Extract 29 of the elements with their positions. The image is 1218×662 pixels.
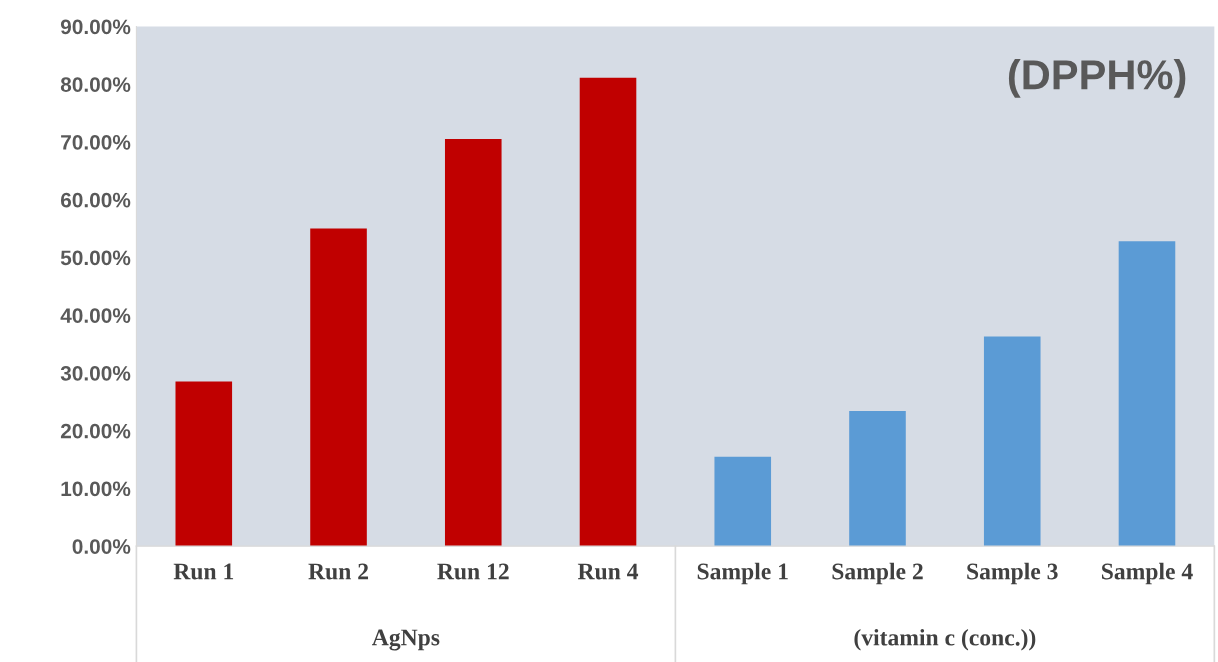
- text: AgNps: [372, 629, 440, 651]
- annotation: (DPPH%): [1008, 59, 1186, 98]
- x-tick-label: Sample 3: [967, 562, 1058, 585]
- y-tick-label: 60.00%: [60, 192, 131, 208]
- y-tick-label: 90.00%: [60, 19, 131, 35]
- x-tick-label: Sample 1: [697, 562, 788, 585]
- bar: [444, 139, 502, 547]
- x-tick-label: Sample 4: [1101, 562, 1193, 585]
- x-tick-label: Sample 2: [832, 562, 923, 585]
- bar: [579, 77, 637, 547]
- bar: [714, 456, 772, 547]
- x-tick-label: Run 1: [173, 563, 234, 580]
- bar: [310, 228, 367, 547]
- bar: [983, 336, 1041, 547]
- x-tick-label: Run 4: [577, 563, 639, 580]
- text: (vitamin c (conc.)): [854, 628, 1036, 651]
- bar: [849, 411, 906, 547]
- y-tick-label: 30.00%: [60, 365, 131, 381]
- y-tick-label: 40.00%: [60, 308, 131, 323]
- y-tick-label: 20.00%: [60, 423, 131, 439]
- y-tick-label: 70.00%: [61, 134, 131, 150]
- x-tick-label: Run 2: [308, 563, 369, 580]
- y-tick-label: 50.00%: [60, 250, 131, 266]
- y-tick-label: 10.00%: [61, 481, 131, 497]
- y-tick-label: 0.00%: [72, 539, 131, 554]
- bar: [175, 381, 233, 547]
- bar: [1118, 241, 1176, 547]
- y-tick-label: 80.00%: [60, 77, 131, 92]
- x-tick-label: Run 12: [437, 563, 509, 580]
